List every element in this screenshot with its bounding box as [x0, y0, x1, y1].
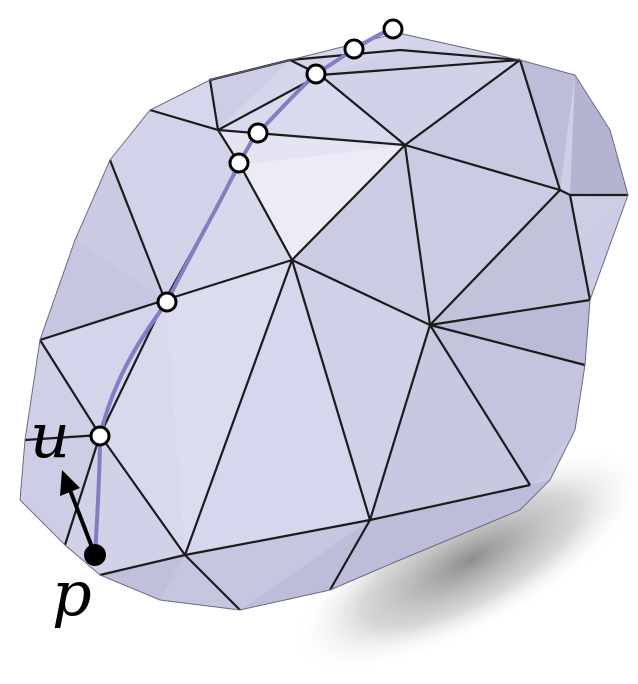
path-marker — [305, 63, 327, 85]
start-point-marker — [84, 544, 106, 566]
path-marker — [247, 122, 269, 144]
label-u: u — [30, 399, 70, 472]
polyhedron-mesh — [19, 32, 629, 611]
path-markers — [89, 18, 404, 447]
path-marker — [156, 291, 178, 313]
path-marker — [228, 152, 250, 174]
path-marker — [382, 18, 404, 40]
path-marker — [343, 38, 365, 60]
mesh-shadow — [290, 447, 638, 673]
path-marker — [89, 425, 111, 447]
mesh-faces — [20, 33, 628, 610]
mesh-outline — [19, 32, 629, 611]
direction-arrow — [60, 470, 97, 556]
label-p: p — [52, 557, 92, 630]
